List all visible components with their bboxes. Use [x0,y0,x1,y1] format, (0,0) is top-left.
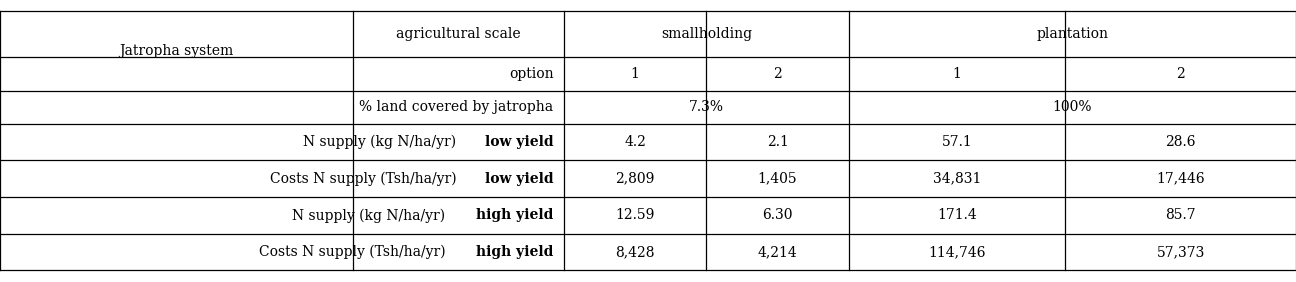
Text: 1,405: 1,405 [758,172,797,186]
Text: Costs N supply (Tsh/ha/yr): Costs N supply (Tsh/ha/yr) [259,245,450,259]
Text: 100%: 100% [1052,100,1093,114]
Text: 34,831: 34,831 [933,172,981,186]
Text: 12.59: 12.59 [616,208,654,222]
Text: high yield: high yield [476,245,553,259]
Text: 7.3%: 7.3% [688,100,724,114]
Text: 17,446: 17,446 [1156,172,1205,186]
Text: low yield: low yield [485,172,553,186]
Text: Jatropha system: Jatropha system [119,44,233,58]
Text: 8,428: 8,428 [616,245,654,259]
Text: plantation: plantation [1037,27,1108,41]
Text: 4.2: 4.2 [625,135,645,149]
Text: agricultural scale: agricultural scale [395,27,521,41]
Text: 2.1: 2.1 [767,135,788,149]
Text: 57.1: 57.1 [942,135,972,149]
Text: 2,809: 2,809 [616,172,654,186]
Text: 2: 2 [1177,67,1185,81]
Text: 2: 2 [774,67,781,81]
Text: smallholding: smallholding [661,27,752,41]
Text: 171.4: 171.4 [937,208,977,222]
Text: 114,746: 114,746 [928,245,986,259]
Text: % land covered by jatropha: % land covered by jatropha [359,100,553,114]
Text: Costs N supply (Tsh/ha/yr): Costs N supply (Tsh/ha/yr) [270,171,461,186]
Text: 6.30: 6.30 [762,208,793,222]
Text: 1: 1 [953,67,962,81]
Text: N supply (kg N/ha/yr): N supply (kg N/ha/yr) [292,208,450,223]
Text: N supply (kg N/ha/yr): N supply (kg N/ha/yr) [303,135,461,149]
Text: high yield: high yield [476,208,553,222]
Text: 1: 1 [631,67,639,81]
Text: low yield: low yield [485,135,553,149]
Text: option: option [509,67,553,81]
Text: 85.7: 85.7 [1165,208,1196,222]
Text: 4,214: 4,214 [758,245,797,259]
Text: 28.6: 28.6 [1165,135,1196,149]
Text: 57,373: 57,373 [1156,245,1205,259]
